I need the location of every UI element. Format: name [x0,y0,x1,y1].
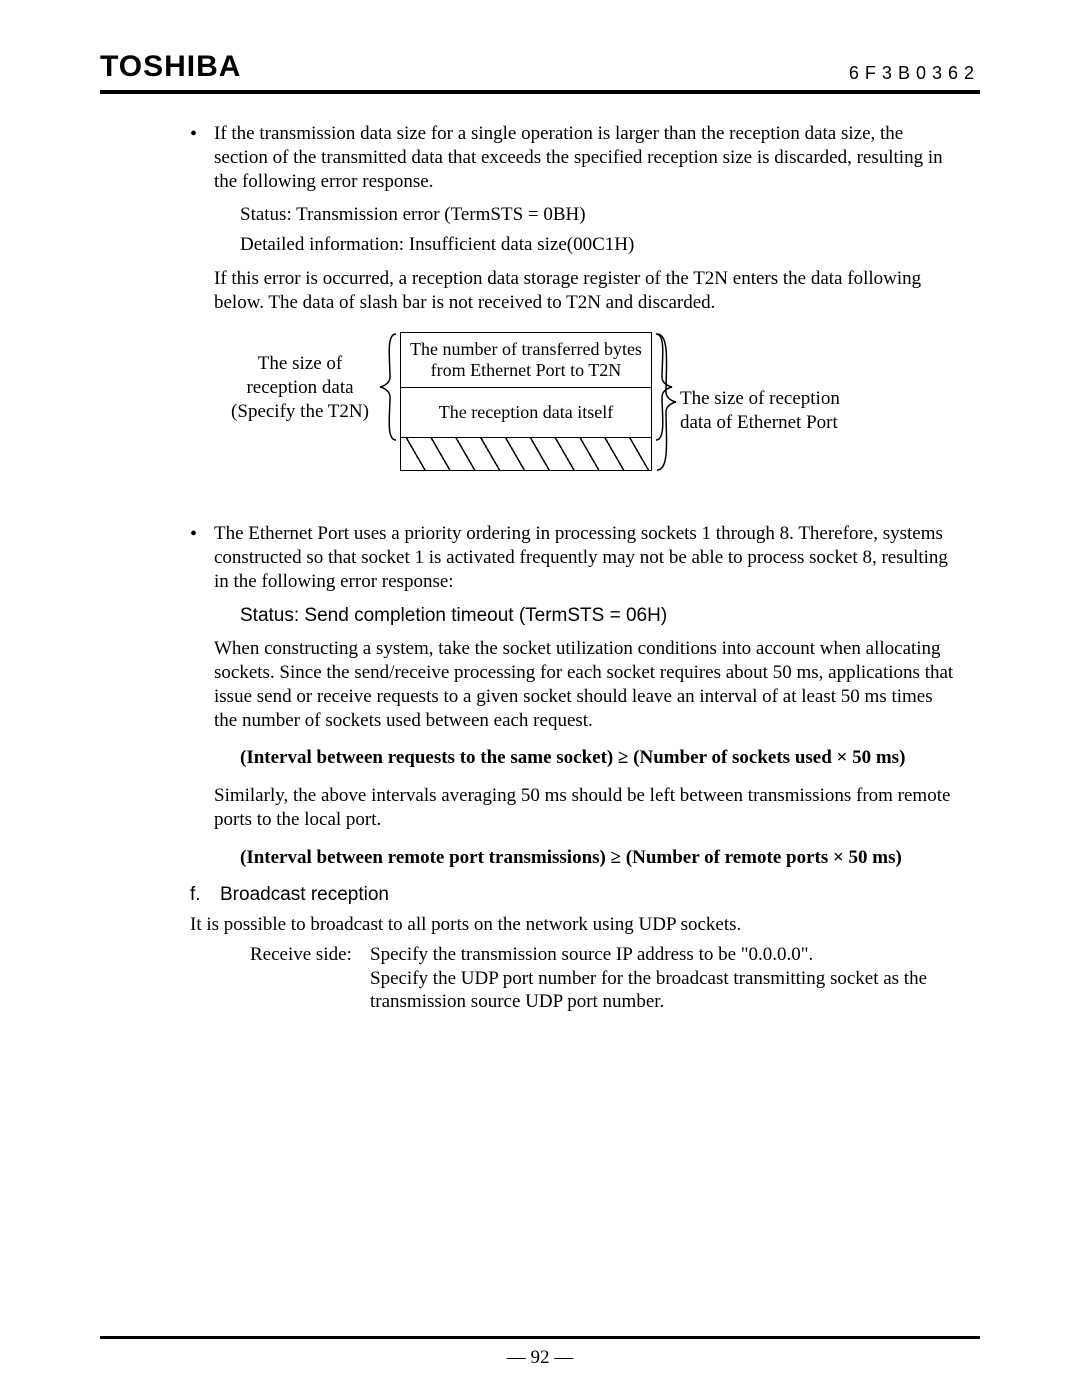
bullet-item-1: • If the transmission data size for a si… [190,122,960,193]
status-block-1: Status: Transmission error (TermSTS = 0B… [240,203,980,257]
status-block-2: Status: Send completion timeout (TermSTS… [240,604,980,628]
bullet-2-text: The Ethernet Port uses a priority orderi… [214,522,960,593]
right-label-l2: data of Ethernet Port [680,411,880,435]
formula-2: (Interval between remote port transmissi… [240,846,960,870]
footer-rule [100,1336,980,1339]
left-label-l3: (Specify the T2N) [220,400,380,424]
left-label-l1: The size of [220,352,380,376]
page: TOSHIBA 6F3B0362 • If the transmission d… [0,0,1080,1397]
right-brace-bottom-icon [652,332,678,472]
receive-line2: Specify the UDP port number for the broa… [370,967,960,1015]
right-label-l1: The size of reception [680,387,880,411]
section-f-letter: f. [190,883,220,907]
left-brace-icon [378,332,400,442]
document-code: 6F3B0362 [849,63,980,84]
section-f-heading: f. Broadcast reception [190,883,980,907]
bullet-dot: • [190,522,214,593]
diagram-left-label: The size of reception data (Specify the … [220,352,380,423]
section-f-title: Broadcast reception [220,883,389,907]
box1-l2: from Ethernet Port to T2N [410,360,642,381]
receive-label: Receive side: [250,943,370,1014]
box1-l1: The number of transferred bytes [410,339,642,360]
diagram-right-label: The size of reception data of Ethernet P… [680,387,880,435]
page-header: TOSHIBA 6F3B0362 [100,50,980,94]
box2-text: The reception data itself [439,402,613,423]
reception-diagram: The size of reception data (Specify the … [100,332,980,492]
receive-line1: Specify the transmission source IP addre… [370,943,960,967]
diagram-box-1: The number of transferred bytes from Eth… [401,333,651,388]
brand-logo: TOSHIBA [100,50,241,84]
status1-line2: Detailed information: Insufficient data … [240,233,980,257]
page-number: — 92 — [0,1347,1080,1369]
receive-content: Specify the transmission source IP addre… [370,943,960,1014]
paragraph-4: It is possible to broadcast to all ports… [190,913,960,937]
bullet-dot: • [190,122,214,193]
diagram-box-2: The reception data itself [401,388,651,438]
paragraph-2: When constructing a system, take the soc… [214,637,960,732]
formula-1: (Interval between requests to the same s… [240,746,960,770]
bullet-item-2: • The Ethernet Port uses a priority orde… [190,522,960,593]
diagram-box-stack: The number of transferred bytes from Eth… [400,332,652,471]
bullet-1-text: If the transmission data size for a sing… [214,122,960,193]
paragraph-3: Similarly, the above intervals averaging… [214,784,960,832]
receive-side-block: Receive side: Specify the transmission s… [250,943,960,1014]
right-brace-top-icon [652,332,674,442]
left-label-l2: reception data [220,376,380,400]
status1-line1: Status: Transmission error (TermSTS = 0B… [240,203,980,227]
diagram-box-hatched [401,438,651,470]
paragraph-1: If this error is occurred, a reception d… [214,267,960,315]
